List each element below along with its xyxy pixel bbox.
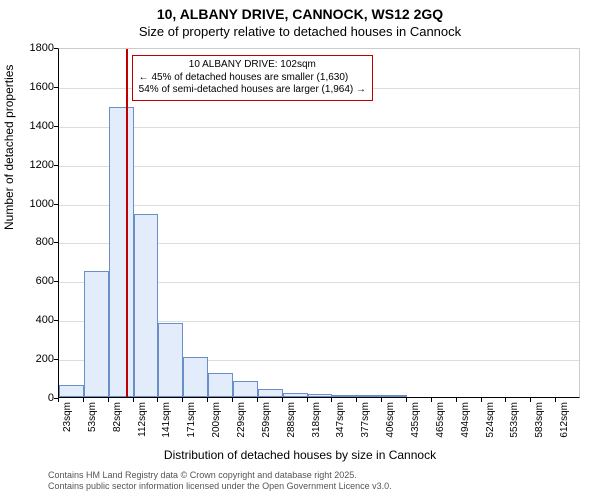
footer-attribution: Contains HM Land Registry data © Crown c… (48, 470, 392, 493)
x-tick-label: 259sqm (261, 402, 272, 438)
x-tick-label: 583sqm (534, 402, 545, 438)
x-tick-mark (207, 398, 208, 402)
y-tick-mark (54, 126, 58, 127)
histogram-bar (332, 395, 357, 397)
histogram-bar (283, 393, 308, 397)
x-tick-label: 229sqm (236, 402, 247, 438)
x-tick-mark (431, 398, 432, 402)
x-tick-label: 318sqm (311, 402, 322, 438)
x-tick-label: 465sqm (435, 402, 446, 438)
x-tick-label: 82sqm (112, 402, 123, 432)
x-tick-mark (530, 398, 531, 402)
x-tick-mark (232, 398, 233, 402)
y-tick-label: 1400 (14, 120, 54, 132)
y-tick-mark (54, 165, 58, 166)
histogram-bar (59, 385, 84, 397)
y-tick-mark (54, 87, 58, 88)
x-tick-label: 553sqm (509, 402, 520, 438)
chart-title: 10, ALBANY DRIVE, CANNOCK, WS12 2GQ (0, 6, 600, 22)
y-tick-label: 1000 (14, 198, 54, 210)
annotation-line-3: 54% of semi-detached houses are larger (… (139, 84, 366, 97)
x-tick-mark (456, 398, 457, 402)
gridline (59, 166, 579, 167)
y-tick-mark (54, 281, 58, 282)
y-tick-label: 1800 (14, 42, 54, 54)
y-tick-label: 0 (14, 392, 54, 404)
x-tick-mark (505, 398, 506, 402)
x-tick-label: 406sqm (385, 402, 396, 438)
x-tick-mark (555, 398, 556, 402)
x-tick-mark (58, 398, 59, 402)
x-tick-mark (381, 398, 382, 402)
y-tick-mark (54, 48, 58, 49)
x-tick-label: 288sqm (286, 402, 297, 438)
annotation-box: 10 ALBANY DRIVE: 102sqm← 45% of detached… (132, 55, 373, 101)
y-tick-label: 600 (14, 275, 54, 287)
histogram-bar (357, 395, 382, 397)
footer-line-2: Contains public sector information licen… (48, 481, 392, 492)
x-tick-label: 347sqm (335, 402, 346, 438)
x-tick-mark (182, 398, 183, 402)
x-tick-mark (83, 398, 84, 402)
chart-container: 10, ALBANY DRIVE, CANNOCK, WS12 2GQ Size… (0, 0, 600, 500)
y-tick-label: 1200 (14, 159, 54, 171)
y-tick-mark (54, 204, 58, 205)
x-tick-label: 612sqm (559, 402, 570, 438)
histogram-bar (308, 394, 333, 397)
x-tick-label: 171sqm (186, 402, 197, 438)
x-tick-mark (481, 398, 482, 402)
x-tick-label: 435sqm (410, 402, 421, 438)
y-tick-mark (54, 320, 58, 321)
x-tick-mark (108, 398, 109, 402)
annotation-line-1: 10 ALBANY DRIVE: 102sqm (139, 59, 366, 72)
annotation-line-2: ← 45% of detached houses are smaller (1,… (139, 72, 366, 85)
plot-area: 10 ALBANY DRIVE: 102sqm← 45% of detached… (58, 48, 580, 398)
histogram-bar (183, 357, 208, 397)
x-tick-mark (331, 398, 332, 402)
y-tick-label: 400 (14, 314, 54, 326)
y-tick-label: 1600 (14, 81, 54, 93)
y-tick-mark (54, 242, 58, 243)
chart-subtitle: Size of property relative to detached ho… (0, 24, 600, 39)
footer-line-1: Contains HM Land Registry data © Crown c… (48, 470, 392, 481)
x-axis-label: Distribution of detached houses by size … (0, 448, 600, 462)
x-tick-label: 377sqm (360, 402, 371, 438)
y-tick-label: 200 (14, 353, 54, 365)
gridline (59, 205, 579, 206)
x-tick-label: 112sqm (137, 402, 148, 437)
x-tick-mark (406, 398, 407, 402)
marker-line (126, 49, 128, 397)
histogram-bar (84, 271, 109, 397)
x-tick-label: 524sqm (485, 402, 496, 438)
x-tick-mark (157, 398, 158, 402)
x-tick-mark (356, 398, 357, 402)
histogram-bar (382, 395, 407, 397)
x-tick-label: 141sqm (161, 402, 172, 438)
x-tick-label: 53sqm (87, 402, 98, 432)
gridline (59, 127, 579, 128)
x-tick-label: 494sqm (460, 402, 471, 438)
histogram-bar (233, 381, 258, 397)
y-tick-mark (54, 359, 58, 360)
histogram-bar (258, 389, 283, 397)
histogram-bar (109, 107, 134, 397)
x-tick-label: 23sqm (62, 402, 73, 432)
y-tick-label: 800 (14, 236, 54, 248)
x-tick-mark (133, 398, 134, 402)
histogram-bar (134, 214, 159, 397)
x-tick-mark (257, 398, 258, 402)
x-tick-mark (307, 398, 308, 402)
histogram-bar (208, 373, 233, 397)
x-tick-mark (282, 398, 283, 402)
histogram-bar (158, 323, 183, 397)
x-tick-label: 200sqm (211, 402, 222, 438)
